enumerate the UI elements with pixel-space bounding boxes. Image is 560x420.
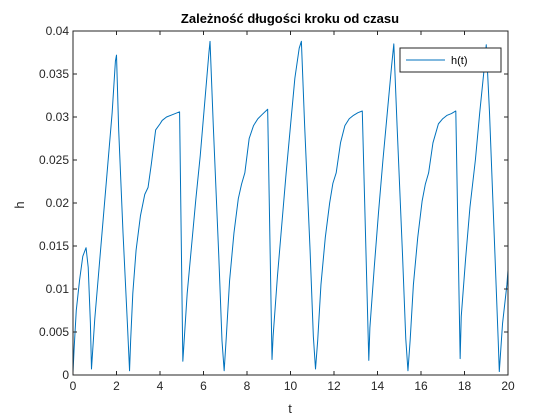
x-tick-label: 14 — [371, 379, 385, 393]
y-tick-label: 0.035 — [39, 67, 69, 81]
x-tick-label: 16 — [414, 379, 428, 393]
x-tick-label: 10 — [284, 379, 298, 393]
y-tick-label: 0.03 — [46, 110, 70, 124]
y-tick-label: 0.015 — [39, 239, 69, 253]
legend-label: h(t) — [451, 55, 468, 67]
chart-title: Zależność długości kroku od czasu — [181, 11, 399, 26]
y-tick-label: 0.01 — [46, 282, 70, 296]
y-tick-label: 0.005 — [39, 325, 69, 339]
series-line-0 — [72, 40, 509, 373]
x-tick-label: 6 — [200, 379, 207, 393]
x-tick-label: 4 — [157, 379, 164, 393]
x-tick-label: 20 — [501, 379, 515, 393]
x-tick-label: 18 — [458, 379, 472, 393]
x-tick-label: 2 — [113, 379, 120, 393]
y-tick-label: 0.04 — [46, 24, 70, 38]
y-axis-label: h — [12, 201, 27, 208]
plot-area — [73, 31, 508, 375]
x-tick-label: 0 — [70, 379, 77, 393]
y-tick-label: 0.025 — [39, 153, 69, 167]
legend: h(t) — [399, 47, 502, 73]
y-tick-label: 0.02 — [46, 196, 70, 210]
x-tick-label: 12 — [327, 379, 341, 393]
y-tick-label: 0 — [62, 368, 69, 382]
x-tick-label: 8 — [244, 379, 251, 393]
x-axis-label: t — [288, 401, 292, 416]
